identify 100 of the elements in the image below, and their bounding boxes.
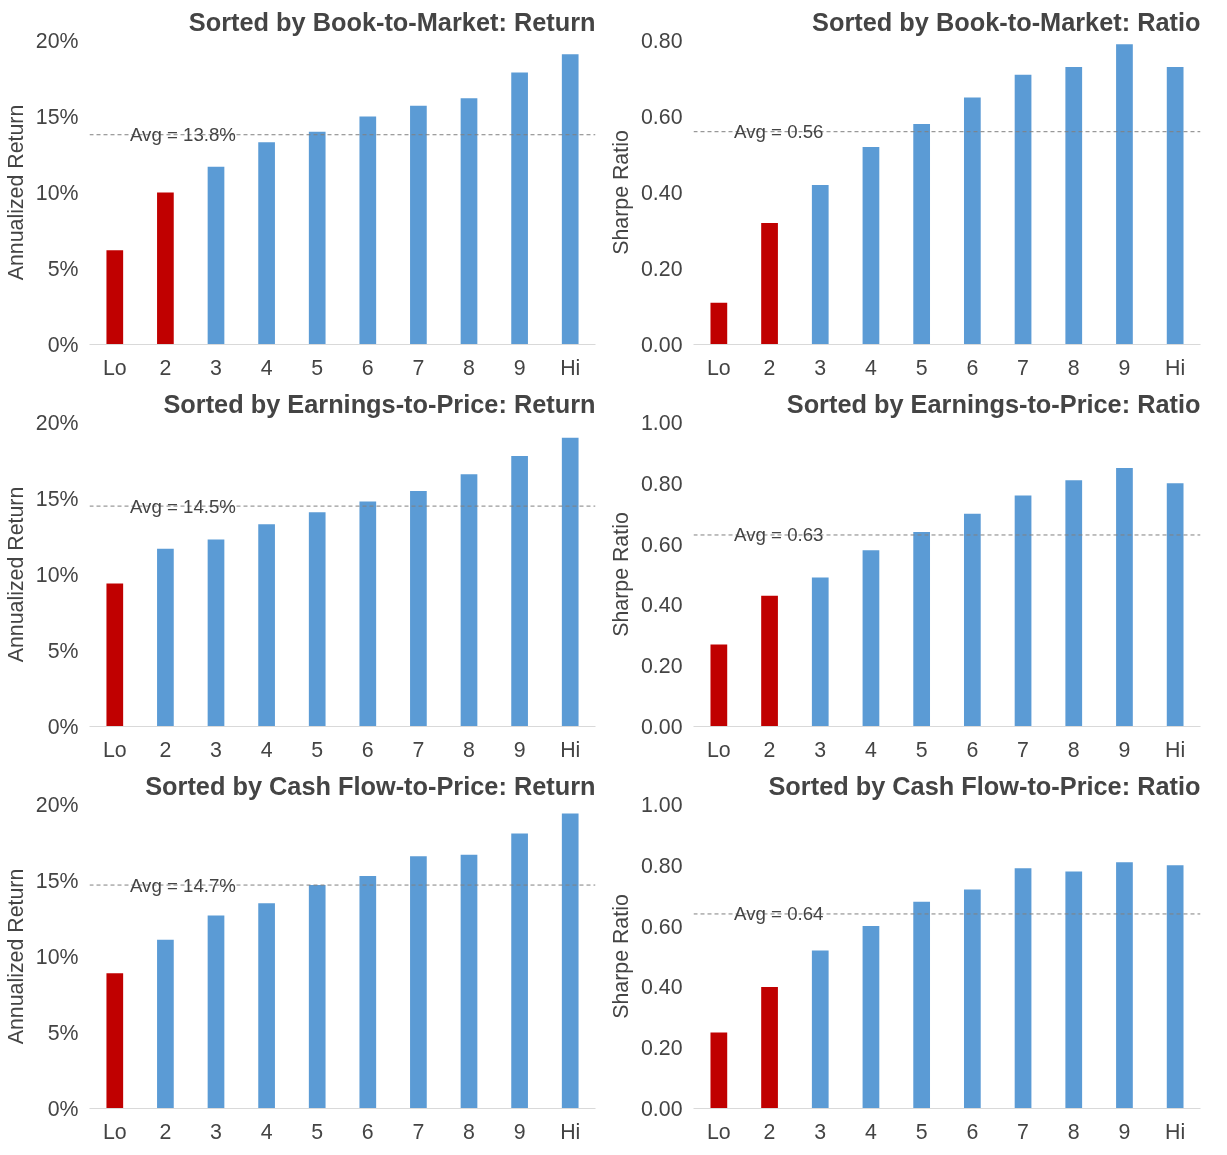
x-tick-label: 9: [513, 737, 526, 762]
x-tick-label: 2: [159, 1119, 172, 1144]
x-tick-label: 4: [865, 737, 878, 762]
x-tick-label: 5: [311, 355, 324, 380]
x-tick-label: Lo: [102, 1119, 127, 1144]
y-tick-label: 0.60: [640, 914, 683, 939]
x-tick-label: 5: [311, 737, 324, 762]
y-tick-label: 5%: [47, 1020, 79, 1045]
x-tick-label: Lo: [706, 737, 731, 762]
chart-title: Sorted by Book-to-Market: Return: [188, 7, 596, 36]
x-tick-label: 7: [412, 1119, 425, 1144]
y-tick-label: 15%: [35, 486, 79, 511]
x-tick-label: 8: [463, 737, 475, 762]
chart-title: Sorted by Book-to-Market: Ratio: [812, 7, 1201, 36]
x-tick-label: 4: [260, 1119, 273, 1144]
y-tick-label: 0.20: [640, 654, 683, 679]
x-tick-label: 7: [1017, 737, 1029, 762]
y-tick-label: 0.00: [640, 1097, 683, 1121]
ref-line-label: Avg = 14.5%: [129, 495, 236, 517]
y-tick-label: 0.20: [640, 1036, 683, 1061]
y-tick-label: 0.20: [640, 257, 683, 281]
y-tick-label: 15%: [35, 868, 79, 893]
x-tick-label: Lo: [706, 355, 731, 380]
x-tick-label: 3: [814, 737, 827, 762]
y-axis-title: Annualized Return: [3, 104, 28, 281]
y-axis-title: Sharpe Ratio: [608, 512, 633, 637]
x-tick-label: 7: [412, 737, 425, 762]
x-tick-label: Lo: [102, 737, 127, 762]
x-tick-label: Hi: [560, 1119, 581, 1144]
x-tick-label: Lo: [706, 1119, 731, 1144]
x-tick-label: 4: [865, 355, 878, 380]
x-tick-label: 5: [915, 355, 928, 380]
y-tick-label: 1.00: [640, 411, 683, 435]
x-tick-label: Lo: [102, 355, 127, 380]
x-tick-label: 9: [1118, 737, 1131, 762]
x-tick-label: 9: [513, 355, 526, 380]
x-tick-label: 3: [814, 355, 827, 380]
y-tick-label: 1.00: [640, 793, 683, 817]
y-axis-title: Sharpe Ratio: [608, 130, 633, 255]
y-tick-label: 20%: [35, 28, 79, 53]
ref-line-label: Avg = 0.56: [734, 121, 824, 143]
y-tick-label: 0.80: [640, 853, 683, 878]
ref-line-label: Avg = 0.63: [734, 524, 824, 546]
y-tick-label: 0.60: [640, 532, 683, 557]
y-tick-label: 10%: [35, 944, 79, 969]
x-tick-label: 9: [513, 1119, 526, 1144]
y-tick-label: 0%: [47, 714, 79, 739]
y-tick-label: 10%: [35, 180, 79, 205]
y-tick-label: 0.40: [640, 593, 683, 618]
x-tick-label: 8: [1067, 1119, 1080, 1144]
x-tick-label: Hi: [1165, 737, 1186, 762]
x-tick-label: 8: [463, 355, 475, 380]
x-tick-label: 2: [159, 737, 172, 762]
chart-title: Sorted by Earnings-to-Price: Return: [163, 389, 596, 418]
x-tick-label: 5: [915, 1119, 928, 1144]
y-axis-title: Sharpe Ratio: [608, 894, 633, 1019]
y-tick-label: 0.40: [640, 181, 683, 205]
x-tick-label: 6: [966, 1119, 979, 1144]
x-tick-label: 8: [1067, 737, 1080, 762]
y-tick-label: 10%: [35, 562, 79, 587]
y-axis-title: Annualized Return: [3, 486, 28, 663]
x-tick-label: 6: [966, 737, 979, 762]
x-tick-label: 5: [915, 737, 928, 762]
x-tick-label: 6: [361, 1119, 374, 1144]
y-tick-label: 5%: [47, 256, 79, 281]
x-tick-label: 5: [311, 1119, 324, 1144]
ref-line-label: Avg = 13.8%: [129, 124, 236, 146]
x-tick-label: Hi: [1165, 1119, 1186, 1144]
x-tick-label: 3: [814, 1119, 827, 1144]
x-tick-label: Hi: [560, 355, 581, 380]
ref-line-label: Avg = 14.7%: [129, 874, 236, 896]
x-tick-label: 3: [210, 737, 222, 762]
x-tick-label: 4: [865, 1119, 878, 1144]
x-tick-label: 9: [1118, 355, 1131, 380]
x-tick-label: 8: [463, 1119, 475, 1144]
x-tick-label: 7: [1017, 355, 1029, 380]
x-tick-label: 2: [763, 355, 776, 380]
y-tick-label: 15%: [35, 104, 79, 129]
x-tick-label: 3: [210, 355, 222, 380]
x-tick-label: Hi: [1165, 355, 1186, 380]
x-tick-label: 6: [361, 737, 374, 762]
x-tick-label: 8: [1067, 355, 1080, 380]
y-tick-label: 0%: [47, 1096, 79, 1121]
y-tick-label: 0.80: [640, 471, 683, 496]
chart-title: Sorted by Earnings-to-Price: Ratio: [786, 389, 1201, 418]
x-tick-label: 6: [966, 355, 979, 380]
y-tick-label: 20%: [35, 410, 79, 435]
chart-title: Sorted by Cash Flow-to-Price: Return: [145, 771, 596, 800]
chart-title: Sorted by Cash Flow-to-Price: Ratio: [768, 771, 1201, 800]
x-tick-label: 7: [1017, 1119, 1029, 1144]
y-axis-title: Annualized Return: [3, 868, 28, 1045]
x-tick-label: 4: [260, 737, 273, 762]
y-tick-label: 5%: [47, 638, 79, 663]
y-tick-label: 0%: [47, 332, 79, 357]
x-tick-label: 2: [159, 355, 172, 380]
x-tick-label: 2: [763, 737, 776, 762]
y-tick-label: 0.60: [640, 105, 683, 129]
x-tick-label: 2: [763, 1119, 776, 1144]
x-tick-label: 7: [412, 355, 425, 380]
x-tick-label: Hi: [560, 737, 581, 762]
